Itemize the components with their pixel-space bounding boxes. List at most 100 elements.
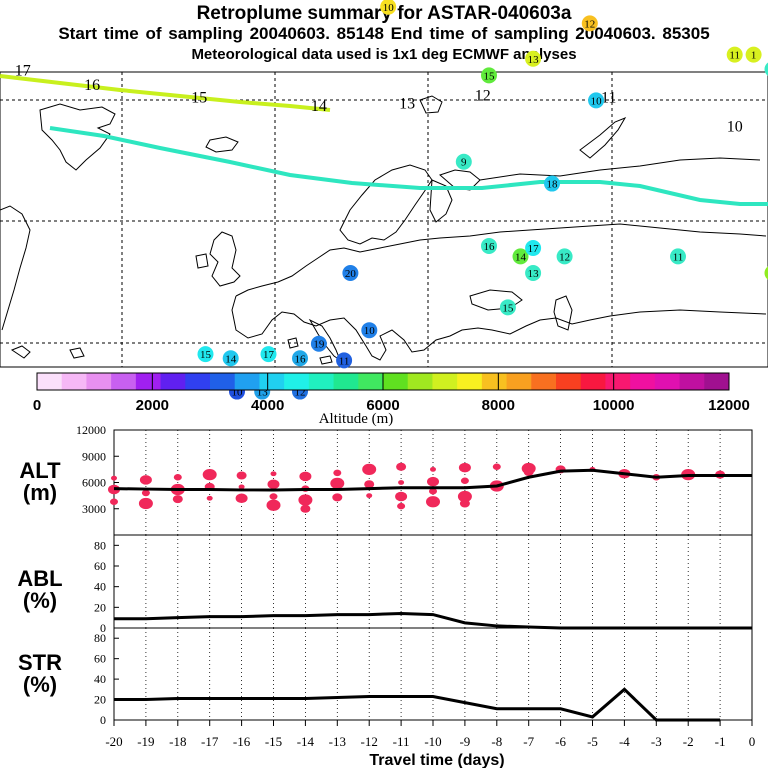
cluster-day-label: 15 — [502, 302, 514, 314]
cluster-day-label: 11 — [339, 355, 350, 367]
cluster-day-label: 1 — [751, 50, 757, 62]
cluster-day-label: 12 — [295, 387, 306, 399]
colorbar-swatch — [259, 373, 285, 390]
cluster-day-label: 16 — [484, 241, 496, 253]
alt-series-line — [113, 468, 752, 492]
abl-unit: (%) — [23, 588, 57, 613]
colorbar-swatch — [654, 373, 681, 390]
y-tick-label: 9000 — [82, 449, 106, 463]
cluster-dot — [525, 240, 542, 257]
abl-label: ABL — [17, 566, 62, 591]
altitude-dot — [270, 471, 277, 477]
colorbar-tick-label: 10000 — [593, 397, 635, 414]
cluster-day-label: 14 — [515, 251, 527, 263]
altitude-dot — [459, 499, 470, 508]
cluster-dot — [556, 248, 573, 265]
colorbar-swatch — [333, 373, 359, 390]
y-tick-label: 40 — [94, 672, 106, 686]
map-panel: 2019181716151413121110 20191817161514171… — [0, 0, 768, 400]
track-day-label: 11 — [601, 89, 616, 106]
x-tick-label: -6 — [555, 734, 566, 749]
cluster-dot — [310, 335, 327, 352]
x-tick-label: -16 — [233, 734, 251, 749]
altitude-dot — [330, 477, 345, 489]
colorbar-swatch — [432, 373, 458, 390]
travel-time-axis: -20 -19 -18 -17 -16 -15 -14 -13 -12 -11 -10 -9 -8 -7-… — [105, 720, 755, 749]
altitude-dot — [111, 475, 117, 481]
colorbar-swatch — [679, 373, 705, 390]
altitude-dot — [492, 463, 501, 470]
cluster-day-label: 15 — [484, 70, 496, 82]
cluster-day-label: 16 — [295, 353, 307, 365]
colorbar-swatch — [630, 373, 656, 390]
cluster-day-label: 11 — [673, 251, 684, 263]
x-tick-label: -10 — [424, 734, 441, 749]
str-series-line — [114, 687, 721, 722]
alt-unit: (m) — [23, 480, 57, 505]
x-tick-label: -8 — [491, 734, 502, 749]
altitude-dot — [172, 495, 183, 504]
met-data-note: Meteorological data used is 1x1 deg ECMW… — [191, 46, 577, 63]
cluster-day-label: 14 — [225, 353, 237, 365]
altitude-dot — [395, 491, 408, 502]
colorbar-swatch — [506, 373, 532, 390]
altitude-dot — [426, 496, 440, 508]
altitude-dot — [299, 471, 312, 482]
altitude-dot — [138, 497, 153, 510]
x-tick-label: 0 — [749, 734, 756, 749]
track-day-label: 12 — [475, 87, 491, 104]
altitude-colorbar: 0 2000 4000 6000 8000 10000 12000 — [33, 372, 750, 414]
colorbar-swatch — [457, 373, 483, 390]
altitude-dot — [396, 462, 407, 471]
x-tick-label: -11 — [393, 734, 410, 749]
cluster-day-label: 13 — [528, 54, 540, 66]
cluster-dot — [361, 322, 378, 339]
x-tick-label: -20 — [105, 734, 122, 749]
cluster-day-label: 19 — [313, 339, 325, 351]
y-tick-label: 12000 — [76, 423, 106, 437]
x-tick-label: -12 — [361, 734, 378, 749]
altitude-dot — [427, 476, 439, 487]
cluster-dot — [481, 67, 497, 84]
colorbar-tick-label: 12000 — [708, 397, 750, 414]
str-label: STR — [18, 650, 62, 675]
colorbar-swatch — [86, 373, 112, 390]
x-tick-label: -17 — [201, 734, 219, 749]
cluster-day-label: 12 — [559, 251, 570, 263]
cluster-dot — [481, 237, 497, 254]
colorbar-swatch — [111, 373, 137, 390]
abl-panel: 80 60 40 20 0 — [94, 534, 753, 635]
cluster-day-label: 11 — [729, 50, 740, 62]
altitude-dot — [269, 493, 278, 500]
cluster-dot — [336, 352, 353, 369]
track-day-label: 15 — [191, 89, 207, 106]
altitude-dot — [202, 469, 217, 481]
altitude-dot — [235, 493, 248, 504]
x-tick-label: -5 — [587, 734, 598, 749]
track-day-labels: 2019181716151413121110 — [15, 62, 743, 136]
altitude-dot — [430, 466, 436, 472]
map-gridlines — [0, 72, 768, 367]
y-tick-label: 20 — [94, 600, 106, 614]
track-day-label: 16 — [84, 77, 100, 94]
x-axis-label: Travel time (days) — [369, 752, 504, 768]
altitude-dot — [523, 468, 534, 476]
cluster-day-label: 15 — [200, 349, 212, 361]
str-unit: (%) — [23, 672, 57, 697]
colorbar-tick-label: 6000 — [366, 397, 399, 414]
cluster-day-label: 17 — [528, 243, 540, 255]
cluster-dot — [525, 50, 542, 67]
upper-track-line — [0, 74, 331, 112]
y-tick-label: 80 — [94, 538, 106, 552]
altitude-dot — [364, 480, 375, 489]
altitude-dot — [398, 480, 405, 485]
altitude-dot — [206, 495, 213, 501]
colorbar-tick-label: 0 — [33, 397, 41, 414]
altitude-dot — [173, 474, 182, 481]
cluster-dot — [380, 0, 397, 15]
track-day-label: 10 — [727, 119, 743, 136]
cluster-day-label: 13 — [257, 387, 269, 399]
altitude-dot — [267, 479, 280, 490]
altitude-dot — [141, 489, 150, 497]
x-tick-label: -3 — [651, 734, 662, 749]
